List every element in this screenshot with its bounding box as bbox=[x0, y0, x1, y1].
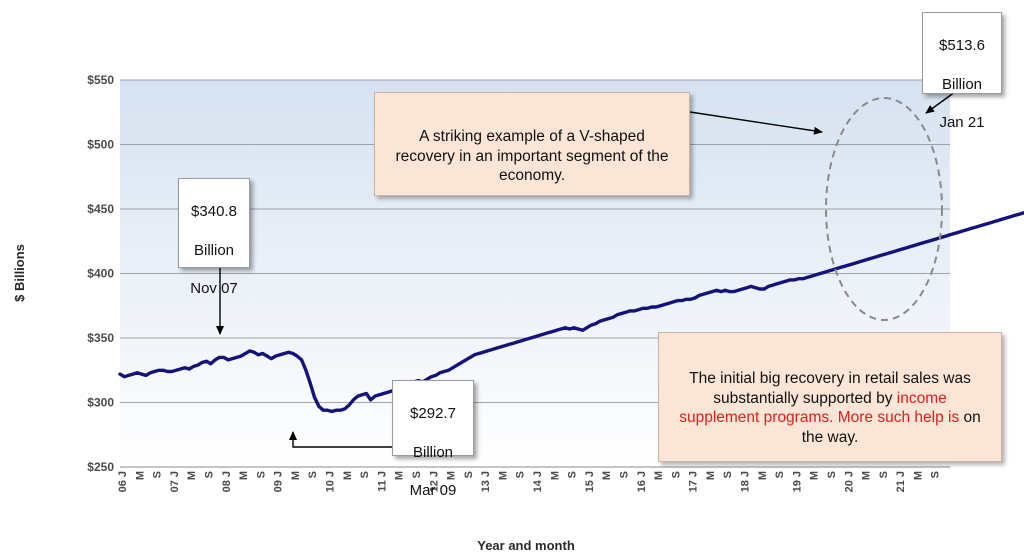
trough-unit: Billion bbox=[412, 443, 454, 461]
x-tick-label: S bbox=[359, 471, 371, 478]
x-tick-label: M bbox=[549, 471, 561, 480]
x-tick-label: 10 J bbox=[325, 471, 337, 492]
x-tick-label: M bbox=[497, 471, 509, 480]
x-tick-label: S bbox=[826, 471, 838, 478]
y-tick-label: $300 bbox=[87, 396, 114, 410]
x-tick-label: 18 J bbox=[740, 471, 752, 492]
latest-date: Jan 21 bbox=[939, 113, 985, 131]
x-tick-label: M bbox=[861, 471, 873, 480]
x-tick-label: 06 J bbox=[117, 471, 129, 492]
x-tick-label: M bbox=[446, 471, 458, 480]
x-tick-label: M bbox=[134, 471, 146, 480]
x-tick-label: 17 J bbox=[688, 471, 700, 492]
y-tick-label: $500 bbox=[87, 138, 114, 152]
vshape-arrow bbox=[689, 111, 823, 135]
x-tick-label: M bbox=[394, 471, 406, 480]
x-tick-label: 15 J bbox=[584, 471, 596, 492]
x-tick-label: M bbox=[653, 471, 665, 480]
x-tick-label: 14 J bbox=[532, 471, 544, 492]
x-tick-label: M bbox=[342, 471, 354, 480]
x-tick-label: S bbox=[203, 471, 215, 478]
x-tick-label: S bbox=[515, 471, 527, 478]
x-tick-label: S bbox=[774, 471, 786, 478]
peak-callout: $340.8 Billion Nov 07 bbox=[178, 178, 250, 297]
support-note-red: income supplement programs. More such he… bbox=[679, 389, 960, 427]
trough-arrow bbox=[289, 431, 392, 448]
retail-sales-line bbox=[118, 210, 1024, 414]
x-tick-label: M bbox=[238, 471, 250, 480]
trough-date: Mar 09 bbox=[409, 481, 457, 499]
support-note: The initial big recovery in retail sales… bbox=[658, 332, 1002, 462]
latest-callout: $513.6 Billion Jan 21 bbox=[922, 12, 1002, 131]
x-tick-label: M bbox=[601, 471, 613, 480]
x-tick-label: S bbox=[670, 471, 682, 478]
x-tick-label: 11 J bbox=[376, 471, 388, 492]
latest-arrow bbox=[925, 91, 956, 114]
trough-value: $292.7 bbox=[410, 405, 456, 423]
x-tick-label: S bbox=[152, 471, 164, 478]
x-tick-label: M bbox=[186, 471, 198, 480]
x-tick-label: S bbox=[411, 471, 423, 478]
x-tick-label: S bbox=[930, 471, 942, 478]
x-tick-label: M bbox=[912, 471, 924, 480]
x-tick-label: M bbox=[290, 471, 302, 480]
x-tick-label: S bbox=[255, 471, 267, 478]
v-recovery-ellipse bbox=[825, 97, 943, 321]
peak-date: Nov 07 bbox=[190, 279, 238, 297]
x-tick-label: 08 J bbox=[221, 471, 233, 492]
x-tick-label: 07 J bbox=[169, 471, 181, 492]
x-tick-label: 13 J bbox=[480, 471, 492, 492]
x-tick-label: 19 J bbox=[791, 471, 803, 492]
x-tick-label: 21 J bbox=[895, 471, 907, 492]
support-note-black2: on the way. bbox=[801, 409, 981, 447]
peak-unit: Billion bbox=[193, 241, 235, 259]
peak-value: $340.8 bbox=[191, 203, 237, 221]
x-tick-label: S bbox=[307, 471, 319, 478]
y-tick-label: $250 bbox=[87, 460, 114, 474]
x-tick-label: M bbox=[809, 471, 821, 480]
x-tick-label: 09 J bbox=[273, 471, 285, 492]
x-tick-label: S bbox=[878, 471, 890, 478]
x-tick-label: M bbox=[705, 471, 717, 480]
vshape-note-text: A striking example of a V-shaped recover… bbox=[395, 127, 669, 185]
x-axis-title: Year and month bbox=[477, 538, 575, 553]
y-tick-label: $350 bbox=[87, 331, 114, 345]
latest-value: $513.6 bbox=[939, 37, 985, 55]
latest-unit: Billion bbox=[941, 75, 983, 93]
x-tick-label: 16 J bbox=[636, 471, 648, 492]
y-tick-labels: $250 $300 $350 $400 $450 $500 $550 bbox=[87, 73, 114, 474]
trough-callout: $292.7 Billion Mar 09 bbox=[392, 380, 474, 499]
x-tick-label: S bbox=[463, 471, 475, 478]
y-tick-label: $400 bbox=[87, 267, 114, 281]
x-tick-label: S bbox=[722, 471, 734, 478]
x-tick-labels: 06 J M S 07 J M S 08 J M S 09 J M S 10 J M S 11 J M S 12 J… bbox=[117, 471, 942, 493]
x-tick-label: S bbox=[618, 471, 630, 478]
x-tick-label: M bbox=[757, 471, 769, 480]
x-tick-label: 12 J bbox=[428, 471, 440, 492]
y-tick-label: $550 bbox=[87, 73, 114, 87]
y-axis-title: $ Billions bbox=[12, 244, 27, 302]
vshape-note: A striking example of a V-shaped recover… bbox=[374, 92, 690, 196]
support-note-black: The initial big recovery in retail sales… bbox=[689, 369, 971, 407]
y-tick-label: $450 bbox=[87, 202, 114, 216]
x-tick-label: 20 J bbox=[843, 471, 855, 492]
x-tick-label: S bbox=[567, 471, 579, 478]
